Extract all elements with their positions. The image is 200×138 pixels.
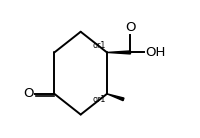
Text: OH: OH: [145, 46, 165, 59]
Polygon shape: [107, 51, 130, 54]
Text: or1: or1: [92, 95, 106, 104]
Text: O: O: [24, 87, 34, 100]
Polygon shape: [107, 94, 124, 101]
Text: O: O: [125, 21, 136, 34]
Text: or1: or1: [92, 41, 106, 50]
